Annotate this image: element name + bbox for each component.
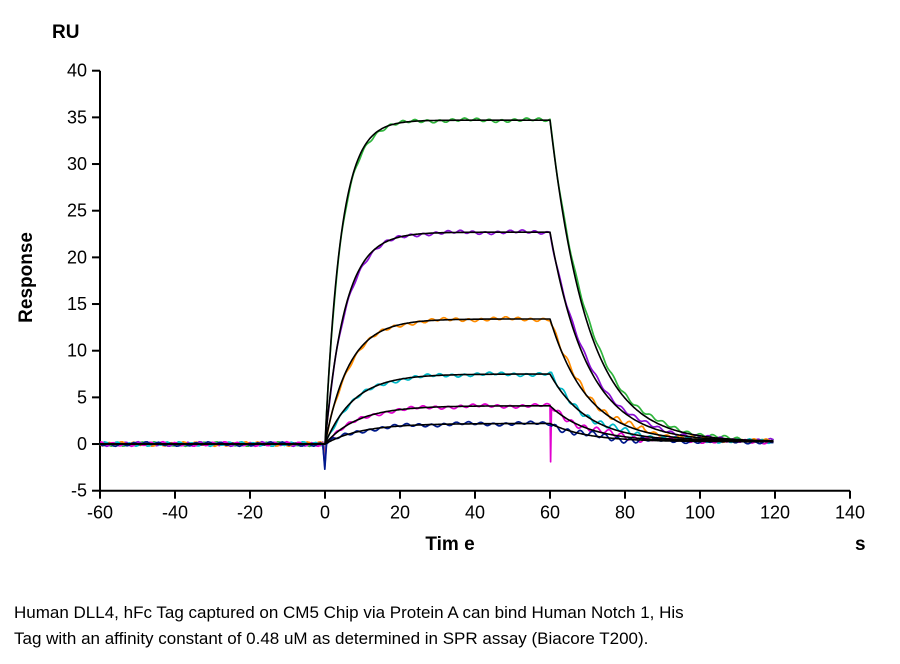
y-tick-label: 20 — [67, 247, 87, 267]
y-tick-label: 30 — [67, 154, 87, 174]
y-tick-label: 25 — [67, 201, 87, 221]
figure-caption-line2: Tag with an affinity constant of 0.48 uM… — [14, 629, 649, 648]
y-tick-label: 35 — [67, 107, 87, 127]
y-tick-label: 5 — [77, 387, 87, 407]
x-tick-label: 20 — [390, 503, 410, 523]
x-tick-label: -20 — [237, 503, 263, 523]
x-tick-label: 80 — [615, 503, 635, 523]
fit-curve-concentration-2 — [100, 231, 774, 445]
figure-caption-line1: Human DLL4, hFc Tag captured on CM5 Chip… — [14, 603, 684, 622]
plot-area: -5 0 5 10 15 20 25 30 35 40 -60 -40 -20 0 20 40 60 80 100 1… — [67, 61, 865, 523]
x-tick-label: 140 — [835, 503, 865, 523]
series-trace-concentration-4 — [99, 371, 774, 465]
figure-caption: Human DLL4, hFc Tag captured on CM5 Chip… — [14, 600, 874, 652]
x-tick-label: 40 — [465, 503, 485, 523]
series-trace-concentration-6 — [99, 420, 774, 471]
x-tick-label: -60 — [87, 503, 113, 523]
fit-curve-concentration-3 — [100, 318, 774, 445]
sensorgram-chart: RU Response -5 0 5 10 15 20 25 30 35 40 -60 -40 -20 0… — [16, 22, 866, 555]
fit-curve-concentration-1 — [100, 119, 774, 445]
y-tick-label: 0 — [77, 434, 87, 454]
y-unit-label: RU — [52, 22, 80, 43]
axis-lines — [99, 70, 850, 492]
fit-curve-concentration-6 — [100, 422, 774, 445]
y-tick-label: 40 — [67, 61, 87, 81]
y-tick-label: 15 — [67, 294, 87, 314]
x-tick-label: 120 — [760, 503, 790, 523]
series-trace-concentration-1 — [99, 117, 774, 457]
y-tick-label: 10 — [67, 341, 87, 361]
y-tick-label: -5 — [71, 481, 87, 501]
series-trace-concentration-5 — [99, 402, 774, 468]
x-unit-label: s — [855, 534, 866, 555]
x-tick-label: 0 — [320, 503, 330, 523]
x-tick-label: -40 — [162, 503, 188, 523]
x-tick-label: 60 — [540, 503, 560, 523]
x-tick-label: 100 — [685, 503, 715, 523]
x-axis-title: Tim e — [425, 534, 475, 555]
